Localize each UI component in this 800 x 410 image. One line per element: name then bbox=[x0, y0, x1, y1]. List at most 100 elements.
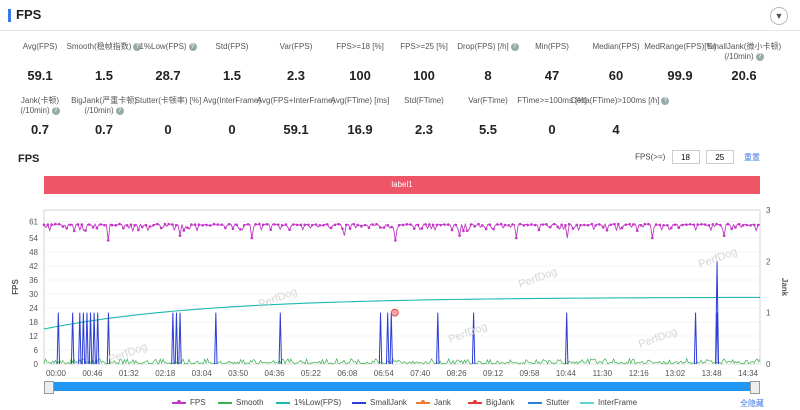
legend-item-jank[interactable]: Jank bbox=[416, 398, 451, 407]
label-band[interactable]: label1 bbox=[44, 176, 760, 194]
y2-axis-label: Jank bbox=[780, 278, 789, 297]
fps-point bbox=[662, 224, 665, 227]
metric-label: FTime>=100ms [%] bbox=[517, 96, 587, 105]
chart-legend: FPS Smooth 1%Low(FPS) SmallJank Jank BigJank S… bbox=[0, 398, 800, 410]
title-accent-bar bbox=[8, 9, 11, 22]
metric-metrics_row2-1: BigJank(严重卡顿) (/10min)? 0.7 bbox=[59, 96, 149, 137]
fps-point bbox=[639, 223, 643, 227]
metrics-grid: Avg(FPS) 59.1 Smooth(稳帧指数)? 1.5 1%Low(FPS)? 2… bbox=[0, 38, 800, 143]
y-tick-label: 42 bbox=[29, 262, 38, 271]
fps-point bbox=[741, 224, 745, 227]
fps-point bbox=[526, 223, 529, 227]
metric-label: Drop(FPS) [/h]? bbox=[443, 42, 533, 52]
smalljank-spike bbox=[78, 312, 82, 365]
legend-item-stutter[interactable]: Stutter bbox=[528, 398, 570, 407]
smalljank-spike bbox=[174, 312, 179, 365]
fps-point bbox=[511, 223, 514, 226]
fps-point bbox=[118, 222, 121, 226]
hide-all-button[interactable]: 全隐藏 bbox=[740, 399, 764, 408]
metric-value: 2.3 bbox=[286, 68, 306, 83]
legend-item-fps[interactable]: FPS bbox=[172, 398, 206, 407]
fps-point bbox=[473, 225, 477, 228]
fps-point bbox=[76, 223, 80, 226]
metric-value: 0 bbox=[548, 122, 556, 137]
fps-point bbox=[685, 223, 688, 227]
threshold-label: FPS(>=) bbox=[635, 152, 666, 162]
threshold-input-2[interactable] bbox=[705, 150, 734, 164]
time-scrollbar[interactable] bbox=[44, 381, 760, 394]
scrollbar-right-handle[interactable] bbox=[750, 381, 760, 394]
fps-point bbox=[745, 223, 749, 227]
fps-point bbox=[231, 227, 235, 231]
fps-point bbox=[148, 225, 152, 228]
fps-point bbox=[80, 223, 84, 226]
help-icon[interactable]: ? bbox=[133, 42, 142, 51]
metric-label: Avg(FPS) bbox=[22, 42, 58, 51]
legend-swatch bbox=[580, 401, 594, 404]
metric-value: 28.7 bbox=[155, 68, 181, 83]
metric-label: FPS>=18 [%] bbox=[336, 42, 384, 51]
fps-point bbox=[386, 224, 390, 227]
fps-point bbox=[507, 223, 511, 227]
help-icon[interactable]: ? bbox=[510, 42, 519, 51]
fps-point bbox=[174, 223, 178, 227]
metric-label: MedRange(FPS)[%] bbox=[644, 42, 716, 51]
smalljank-spike bbox=[389, 312, 393, 365]
x-tick-label: 14:34 bbox=[738, 369, 759, 378]
metric-label: Var(FTime) bbox=[468, 96, 508, 105]
fps-point bbox=[628, 222, 631, 226]
fps-point bbox=[409, 223, 412, 226]
help-icon[interactable]: ? bbox=[51, 106, 60, 115]
fps-point bbox=[549, 225, 552, 229]
metric-metrics_row1-5: FPS>=18 [%] 100 bbox=[315, 42, 405, 83]
fps-point bbox=[567, 222, 571, 226]
fps-point bbox=[737, 222, 741, 226]
fps-point bbox=[696, 223, 699, 226]
metric-value: 99.9 bbox=[667, 68, 693, 83]
fps-point bbox=[227, 222, 231, 226]
legend-item-smalljank[interactable]: SmallJank bbox=[352, 398, 407, 407]
fps-point bbox=[394, 239, 397, 242]
fps-point bbox=[753, 223, 756, 227]
x-tick-label: 04:36 bbox=[265, 369, 286, 378]
fps-point bbox=[749, 224, 752, 227]
help-icon[interactable]: ? bbox=[115, 106, 124, 115]
reset-button[interactable]: 重置 bbox=[744, 152, 760, 162]
help-icon[interactable]: ? bbox=[755, 52, 764, 61]
fps-point bbox=[669, 226, 673, 230]
fps-point bbox=[197, 223, 201, 226]
legend-label: SmallJank bbox=[370, 398, 407, 407]
fps-point bbox=[428, 223, 431, 226]
x-tick-label: 00:00 bbox=[46, 369, 67, 378]
y-tick-label: 61 bbox=[29, 218, 38, 227]
fps-point bbox=[620, 226, 624, 230]
smalljank-spike bbox=[471, 312, 476, 365]
legend-item-smooth[interactable]: Smooth bbox=[218, 398, 264, 407]
y-tick-label: 48 bbox=[29, 248, 38, 257]
fps-point bbox=[722, 234, 726, 237]
legend-swatch bbox=[352, 401, 366, 404]
help-icon[interactable]: ? bbox=[188, 42, 197, 51]
fps-point bbox=[431, 223, 435, 227]
fps-point bbox=[205, 223, 208, 227]
legend-item-bigjank[interactable]: BigJank bbox=[468, 398, 514, 407]
metric-value: 8 bbox=[484, 68, 492, 83]
smalljank-peak-spike bbox=[715, 261, 720, 365]
metric-metrics_row1-10: MedRange(FPS)[%] 99.9 bbox=[635, 42, 725, 83]
legend-item-1-low-fps-[interactable]: 1%Low(FPS) bbox=[276, 398, 341, 407]
metric-label: BigJank(严重卡顿) (/10min)? bbox=[71, 96, 137, 115]
help-icon[interactable]: ? bbox=[661, 96, 670, 105]
watermark-text: PerfDog bbox=[517, 266, 559, 291]
fps-point bbox=[605, 228, 609, 232]
legend-item-interframe[interactable]: InterFrame bbox=[580, 398, 637, 407]
metric-value: 5.5 bbox=[478, 122, 498, 137]
chevron-down-icon[interactable]: ▼ bbox=[770, 7, 788, 25]
threshold-input-1[interactable] bbox=[671, 150, 700, 164]
fps-point bbox=[541, 223, 545, 226]
fps-threshold-controls: FPS(>=) 重置 bbox=[635, 150, 760, 164]
metric-label-unit: (/10min) bbox=[20, 106, 50, 115]
metric-metrics_row1-2: 1%Low(FPS)? 28.7 bbox=[123, 42, 213, 83]
fps-point bbox=[326, 223, 329, 226]
scrollbar-left-handle[interactable] bbox=[44, 381, 54, 394]
